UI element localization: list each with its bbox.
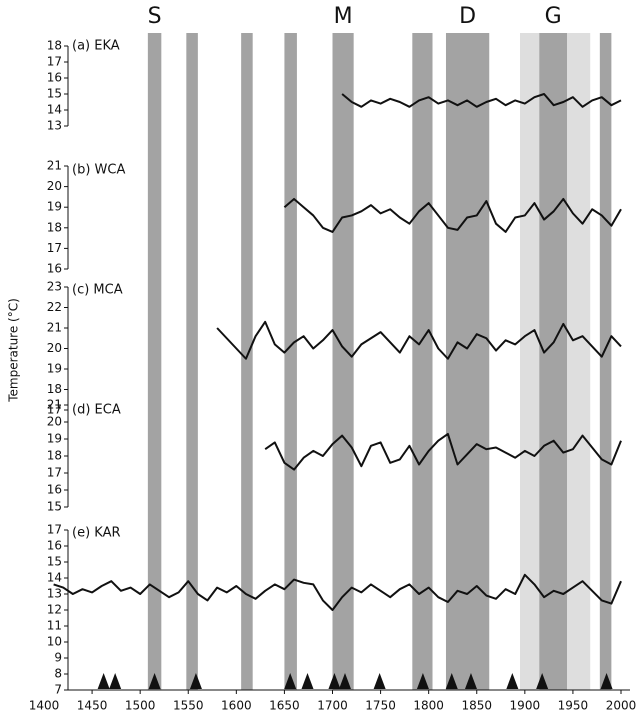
y-tick-label: 14 xyxy=(47,103,62,117)
eruption-marker xyxy=(301,673,314,689)
y-tick-label: 18 xyxy=(47,382,62,396)
y-tick-label: 17 xyxy=(47,55,62,69)
y-tick-label: 16 xyxy=(47,71,62,85)
eruption-marker xyxy=(189,673,202,689)
temperature-line xyxy=(216,320,622,360)
y-tick-label: 19 xyxy=(47,362,62,376)
band xyxy=(520,33,540,690)
panel-title: (d) ECA xyxy=(72,403,121,418)
x-tick-label: 1400 xyxy=(29,699,60,713)
y-tick-label: 12 xyxy=(47,603,62,617)
y-tick-label: 22 xyxy=(47,300,62,314)
y-tick-label: 16 xyxy=(47,483,62,497)
x-tick-label: 1450 xyxy=(77,699,108,713)
temperature-line xyxy=(283,197,622,233)
eruption-marker xyxy=(284,673,297,689)
y-tick-label: 10 xyxy=(47,635,62,649)
y-tick-label: 16 xyxy=(47,539,62,553)
x-tick-label: 1850 xyxy=(461,699,492,713)
y-tick-label: 17 xyxy=(47,523,62,537)
y-tick-label: 14 xyxy=(47,571,62,585)
eruption-marker xyxy=(148,673,161,689)
temperature-line xyxy=(53,573,622,611)
band xyxy=(147,33,162,690)
x-tick-label: 1550 xyxy=(173,699,204,713)
band xyxy=(284,33,297,690)
y-tick-label: 15 xyxy=(47,500,62,514)
panel-title: (a) EKA xyxy=(72,39,120,54)
eruption-marker xyxy=(339,673,352,689)
eruption-marker xyxy=(328,673,341,689)
band-label: M xyxy=(334,4,353,29)
y-tick-label: 18 xyxy=(47,449,62,463)
y-tick-label: 16 xyxy=(47,262,62,276)
band xyxy=(332,33,354,690)
temperature-line xyxy=(264,432,622,471)
y-tick-label: 7 xyxy=(54,683,62,697)
band xyxy=(412,33,433,690)
band xyxy=(186,33,198,690)
y-tick-label: 19 xyxy=(47,200,62,214)
band-label: D xyxy=(459,4,476,29)
y-tick-label: 18 xyxy=(47,220,62,234)
y-axis-label: Temperature (°C) xyxy=(7,298,21,403)
y-tick-label: 20 xyxy=(47,341,62,355)
x-tick-label: 1700 xyxy=(317,699,348,713)
x-tick-label: 1950 xyxy=(558,699,589,713)
eruption-marker xyxy=(373,673,386,689)
band-label: S xyxy=(148,4,162,29)
band xyxy=(445,33,490,690)
x-tick-label: 1900 xyxy=(510,699,541,713)
panel-title: (e) KAR xyxy=(72,526,121,541)
y-tick-label: 17 xyxy=(47,241,62,255)
y-tick-label: 18 xyxy=(47,39,62,53)
eruption-marker xyxy=(536,673,549,689)
y-tick-label: 21 xyxy=(47,398,62,412)
x-tick-label: 1800 xyxy=(413,699,444,713)
band xyxy=(567,33,591,690)
eruption-marker xyxy=(109,673,122,689)
x-tick-label: 2000 xyxy=(606,699,637,713)
panel-title: (b) WCA xyxy=(72,163,125,178)
eruption-marker xyxy=(97,673,110,689)
y-tick-label: 19 xyxy=(47,432,62,446)
band xyxy=(599,33,612,690)
y-tick-label: 13 xyxy=(47,119,62,133)
y-tick-label: 11 xyxy=(47,619,62,633)
x-tick-label: 1750 xyxy=(365,699,396,713)
y-tick-label: 20 xyxy=(47,179,62,193)
y-tick-label: 15 xyxy=(47,555,62,569)
y-tick-label: 17 xyxy=(47,403,62,417)
y-tick-label: 8 xyxy=(54,667,62,681)
panel-title: (c) MCA xyxy=(72,283,123,298)
eruption-marker xyxy=(445,673,458,689)
y-tick-label: 13 xyxy=(47,587,62,601)
eruption-marker xyxy=(506,673,519,689)
y-tick-label: 23 xyxy=(47,280,62,294)
band-label: G xyxy=(545,4,562,29)
temperature-line xyxy=(341,93,622,108)
x-tick-label: 1600 xyxy=(221,699,252,713)
eruption-marker xyxy=(416,673,429,689)
y-tick-label: 15 xyxy=(47,87,62,101)
band xyxy=(539,33,568,690)
eruption-marker xyxy=(464,673,477,689)
x-tick-label: 1500 xyxy=(125,699,156,713)
y-tick-label: 21 xyxy=(47,159,62,173)
band xyxy=(241,33,253,690)
y-tick-label: 20 xyxy=(47,415,62,429)
x-tick-label: 1650 xyxy=(269,699,300,713)
y-tick-label: 17 xyxy=(47,466,62,480)
eruption-marker xyxy=(600,673,613,689)
y-tick-label: 21 xyxy=(47,321,62,335)
y-tick-label: 9 xyxy=(54,651,62,665)
